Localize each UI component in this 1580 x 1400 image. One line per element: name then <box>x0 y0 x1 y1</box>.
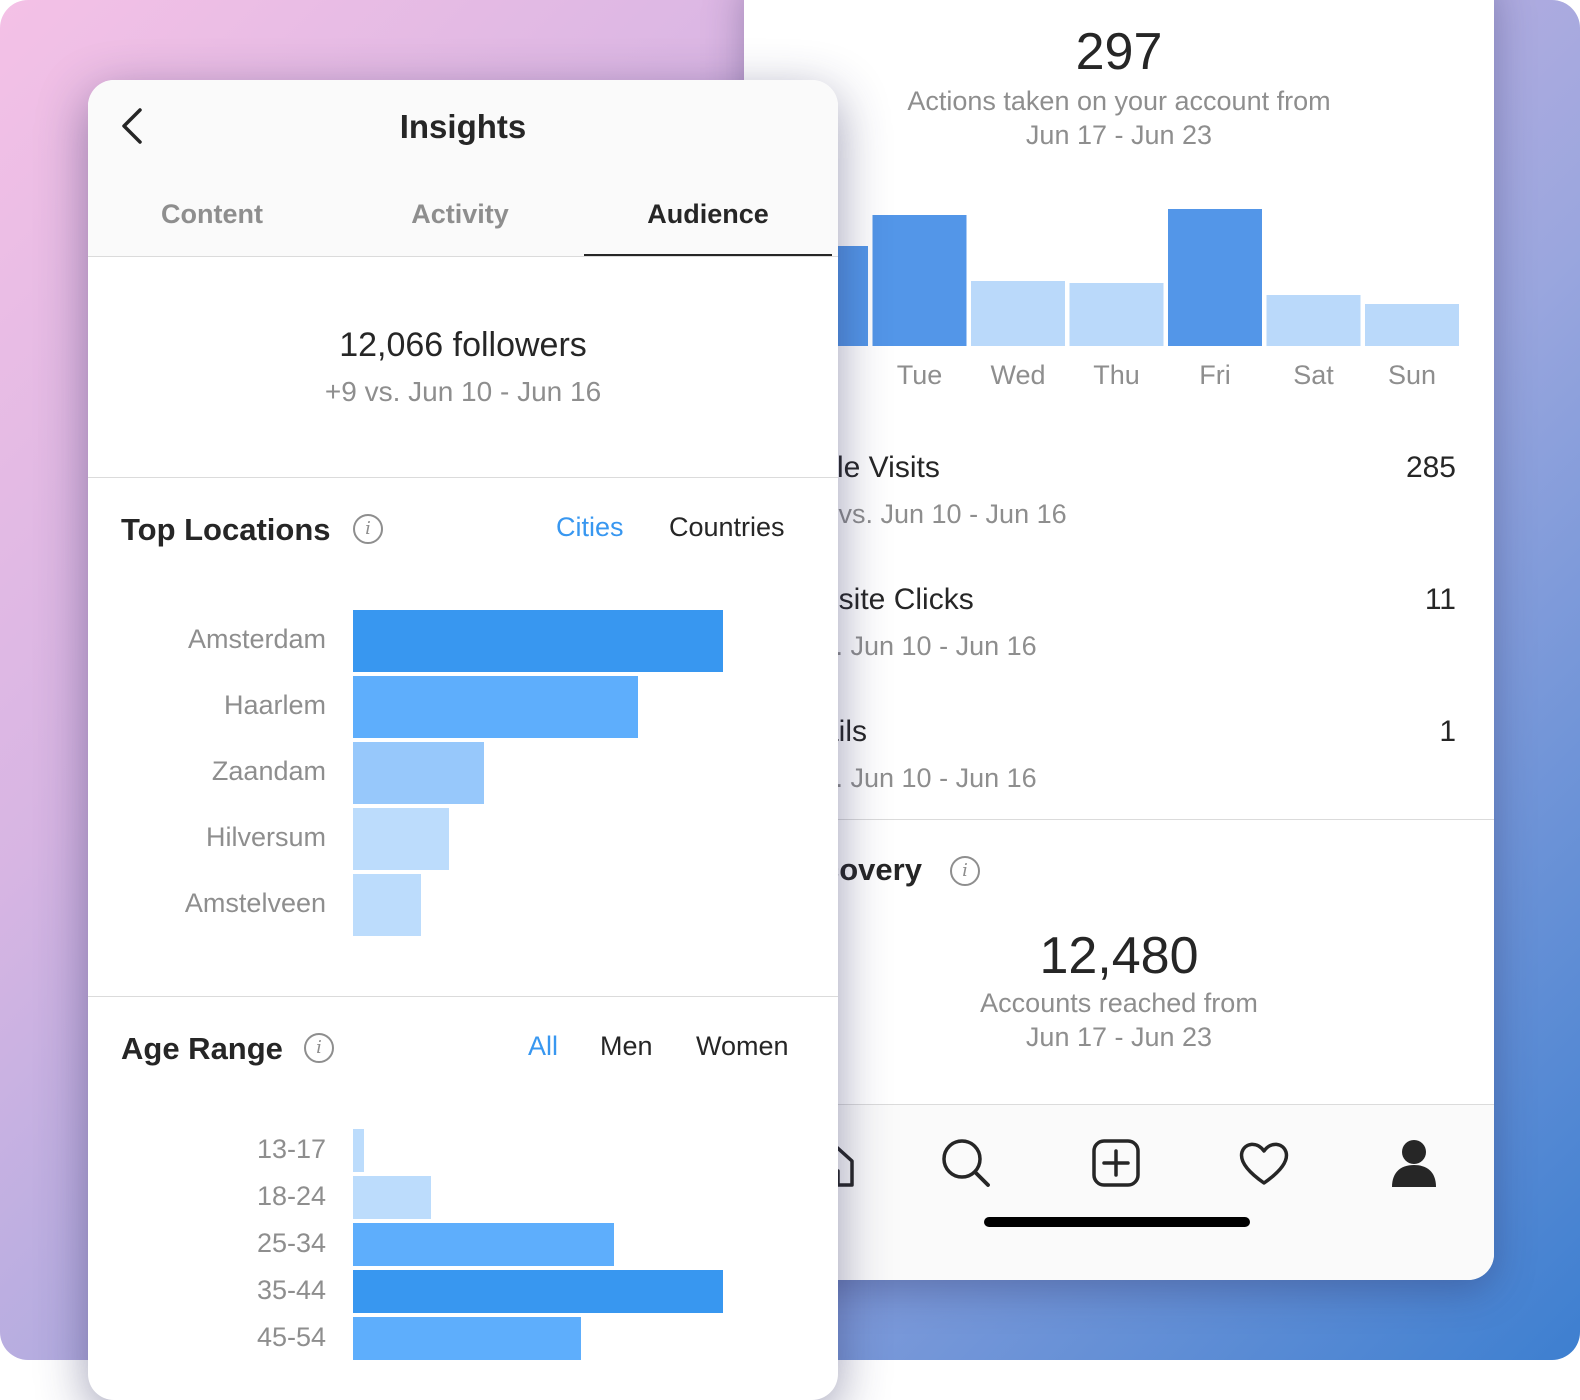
location-label: Haarlem <box>223 690 326 720</box>
info-icon[interactable]: i <box>950 856 980 886</box>
location-bar[interactable] <box>353 874 422 936</box>
section-divider <box>88 996 838 997</box>
age-bar[interactable] <box>353 1129 365 1172</box>
location-bar[interactable] <box>353 610 723 672</box>
profile-icon[interactable] <box>1384 1133 1444 1193</box>
actions-caption: Actions taken on your account from Jun 1… <box>744 84 1494 152</box>
filter-men[interactable]: Men <box>600 1031 653 1061</box>
navigation-bar: Insights <box>88 80 838 173</box>
filter-cities[interactable]: Cities <box>556 512 624 542</box>
insights-tabs: Content Activity Audience <box>88 172 838 257</box>
age-bar[interactable] <box>353 1270 723 1313</box>
filter-countries[interactable]: Countries <box>669 512 785 542</box>
actions-caption-date: Jun 17 - Jun 23 <box>1025 120 1213 150</box>
age-label: 18-24 <box>256 1180 326 1211</box>
metric-value: 1 <box>1439 715 1456 748</box>
metric-comparison: - vs. Jun 10 - Jun 16 <box>822 499 1067 529</box>
day-bar-sat[interactable] <box>1266 295 1361 346</box>
daily-actions-chart: nTueWedThuFriSatSun <box>774 209 1459 390</box>
heart-icon[interactable] <box>1234 1133 1294 1193</box>
day-label: Wed <box>990 360 1045 390</box>
metric-value: 11 <box>1424 583 1456 616</box>
location-label: Amstelveen <box>184 888 326 918</box>
location-label: Zaandam <box>211 756 326 786</box>
reach-caption: Accounts reached from Jun 17 - Jun 23 <box>744 986 1494 1054</box>
location-bar[interactable] <box>353 742 485 804</box>
followers-change: +9 vs. Jun 10 - Jun 16 <box>324 376 602 407</box>
add-post-icon[interactable] <box>1086 1133 1146 1193</box>
age-bar[interactable] <box>353 1223 614 1266</box>
section-divider <box>88 477 838 478</box>
tab-audience[interactable]: Audience <box>584 172 832 256</box>
age-label: 25-34 <box>256 1227 326 1258</box>
home-indicator <box>984 1217 1250 1227</box>
activity-screen: 297 Actions taken on your account from J… <box>744 0 1494 1280</box>
actions-count: 297 <box>1075 23 1163 81</box>
page-title: Insights <box>399 108 527 145</box>
followers-count: 12,066 followers <box>339 326 587 364</box>
tab-activity[interactable]: Activity <box>411 199 509 229</box>
location-bar[interactable] <box>353 676 638 738</box>
day-bar-thu[interactable] <box>1069 283 1164 346</box>
day-label: Fri <box>1199 360 1230 390</box>
age-label: 45-54 <box>256 1321 326 1352</box>
reach-count: 12,480 <box>1039 927 1199 985</box>
info-icon[interactable]: i <box>353 514 383 544</box>
metric-comparison: s. Jun 10 - Jun 16 <box>822 631 1037 661</box>
bottom-tab-bar <box>744 1104 1494 1280</box>
reach-caption-date: Jun 17 - Jun 23 <box>1025 1022 1213 1052</box>
day-label: Sun <box>1388 360 1436 390</box>
metric-title: file Visits <box>822 451 940 484</box>
day-bar-tue[interactable] <box>872 215 967 346</box>
day-bar-wed[interactable] <box>971 281 1065 346</box>
location-label: Hilversum <box>205 822 326 852</box>
location-label: Amsterdam <box>187 624 326 654</box>
age-label: 35-44 <box>256 1274 326 1305</box>
back-icon[interactable] <box>114 102 154 150</box>
metric-website-clicks[interactable]: bsite Clicks 11 s. Jun 10 - Jun 16 <box>744 583 1464 713</box>
reach-caption-line1: Accounts reached from <box>980 988 1258 1018</box>
location-bar[interactable] <box>353 808 450 870</box>
day-label: Sat <box>1293 360 1334 390</box>
section-divider <box>744 819 1494 820</box>
metric-title: bsite Clicks <box>822 583 974 616</box>
top-locations-title: Top Locations <box>121 512 331 547</box>
discovery-title: covery <box>822 852 922 887</box>
age-range-title: Age Range <box>121 1031 283 1066</box>
metric-profile-visits[interactable]: file Visits 285 - vs. Jun 10 - Jun 16 <box>744 451 1464 581</box>
tab-content[interactable]: Content <box>161 199 263 229</box>
age-bar[interactable] <box>353 1176 431 1219</box>
metric-value: 285 <box>1405 451 1456 484</box>
insights-screen: Insights Content Activity Audience 12,06… <box>88 80 838 1400</box>
age-label: 13-17 <box>256 1133 326 1164</box>
metric-comparison: s. Jun 10 - Jun 16 <box>822 763 1037 793</box>
day-bar-sun[interactable] <box>1365 304 1459 346</box>
search-icon[interactable] <box>936 1133 996 1193</box>
info-icon[interactable]: i <box>304 1033 334 1063</box>
day-bar-fri[interactable] <box>1168 209 1262 346</box>
metric-emails[interactable]: ails 1 s. Jun 10 - Jun 16 <box>744 715 1464 845</box>
day-label: Tue <box>897 360 943 390</box>
filter-all[interactable]: All <box>528 1031 559 1061</box>
age-bar[interactable] <box>353 1317 581 1360</box>
actions-caption-line1: Actions taken on your account from <box>907 86 1331 116</box>
filter-women[interactable]: Women <box>696 1031 789 1061</box>
day-label: Thu <box>1093 360 1140 390</box>
